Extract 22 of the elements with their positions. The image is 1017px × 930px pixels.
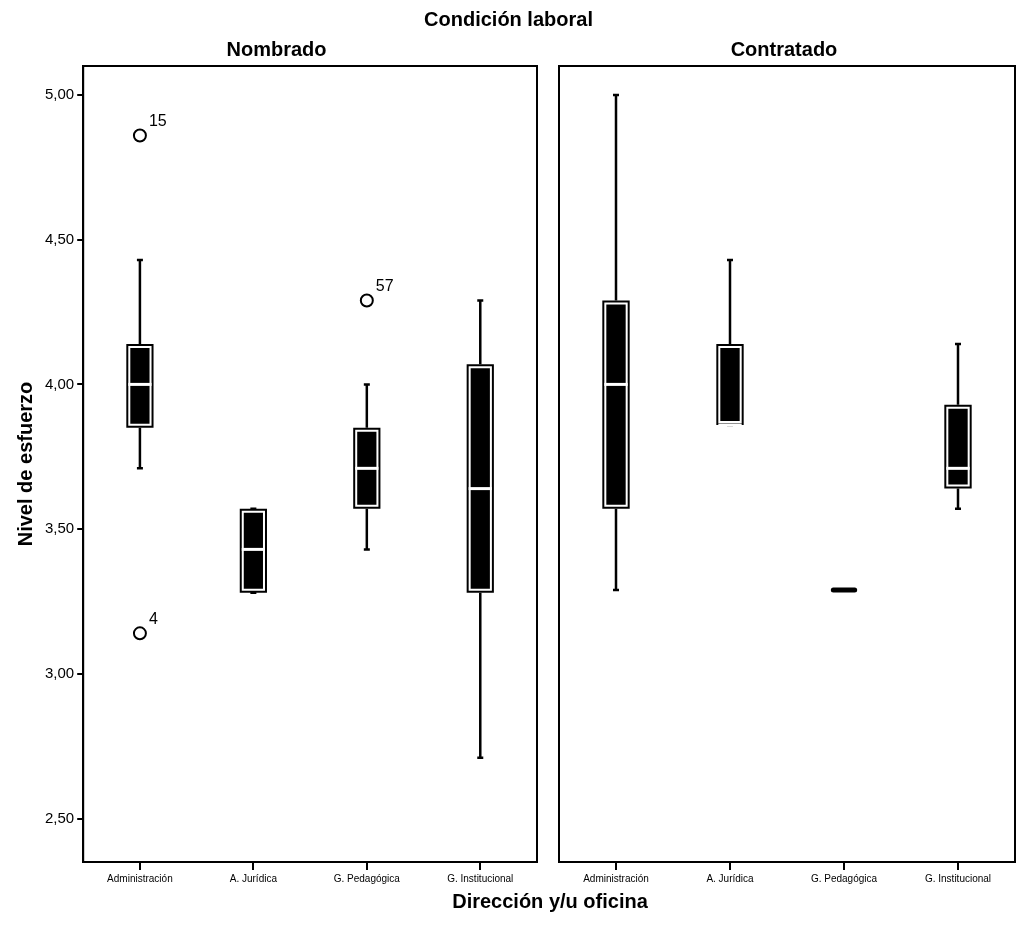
y-tick-label: 4,50 (44, 229, 75, 247)
y-tick-label: 4,00 (44, 374, 75, 392)
y-tick-label: 3,50 (44, 519, 75, 537)
y-axis-title: Nivel de esfuerzo (13, 381, 36, 547)
x-axis-title: Dirección y/u oficina (451, 890, 649, 913)
annotation: 4 (148, 610, 158, 628)
chart-title: Nombrado (226, 37, 327, 60)
x-tick-label: A. Jurídica (706, 872, 755, 884)
x-tick-label: G. Pedagógica (333, 872, 401, 884)
x-tick-label: G. Institucional (447, 872, 514, 884)
x-tick-label: Administración (583, 872, 649, 884)
annotation: 15 (148, 112, 167, 130)
y-tick-label: 2,50 (44, 808, 75, 826)
y-tick-label: 5,00 (44, 85, 75, 103)
x-tick-label: G. Pedagógica (810, 872, 878, 884)
x-tick-label: G. Institucional (924, 872, 992, 884)
x-tick-label: Administración (107, 872, 173, 884)
annotation: 57 (375, 277, 394, 295)
chart-title: Contratado (730, 37, 838, 60)
y-tick-label: 3,00 (44, 664, 75, 681)
text: Condición laboral (423, 8, 594, 31)
x-tick-label: A. Jurídica (229, 872, 278, 884)
